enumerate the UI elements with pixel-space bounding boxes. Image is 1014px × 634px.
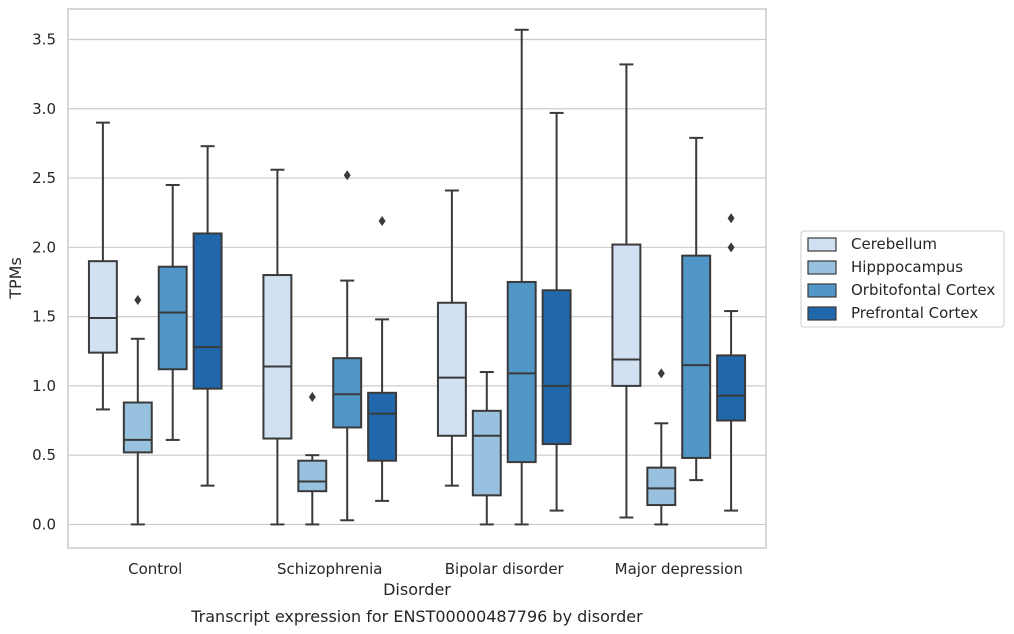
- legend-label: Hipppocampus: [851, 258, 963, 276]
- box-0-3: [192, 145, 223, 487]
- box-2-3: [541, 111, 572, 512]
- box-3-0: [611, 63, 642, 519]
- box-body: [541, 289, 572, 446]
- boxes: [87, 28, 747, 526]
- box-body: [506, 280, 537, 464]
- plot-frame: [67, 8, 767, 549]
- box-1-1: [297, 391, 328, 526]
- box-3-1: [646, 368, 677, 526]
- x-axis-title: Disorder: [383, 580, 451, 599]
- box-body: [681, 254, 712, 459]
- flier-point: [727, 213, 735, 224]
- box-0-1: [122, 294, 153, 526]
- box-body: [297, 459, 328, 493]
- box-0-0: [87, 121, 118, 411]
- flier-point: [308, 391, 316, 402]
- legend: Cerebellum Hipppocampus Orbitofontal Corte…: [800, 230, 1005, 328]
- box-2-2: [506, 28, 537, 526]
- x-tick-label: Schizophrenia: [277, 560, 382, 578]
- box-2-1: [471, 371, 502, 526]
- box-body: [122, 401, 153, 454]
- x-tick-label: Major depression: [615, 560, 743, 578]
- x-tick-label: Control: [128, 560, 182, 578]
- flier-point: [727, 242, 735, 253]
- legend-swatch: [807, 260, 837, 275]
- chart-caption: Transcript expression for ENST0000048779…: [190, 607, 643, 626]
- y-tick-label: 3.0: [32, 100, 56, 118]
- x-tick-labels: Control Schizophrenia Bipolar disorder Majo…: [128, 560, 743, 578]
- box-body: [716, 354, 747, 422]
- x-tick-label: Bipolar disorder: [445, 560, 565, 578]
- flier-point: [378, 215, 386, 226]
- box-body: [262, 274, 293, 440]
- legend-label: Orbitofontal Cortex: [851, 281, 995, 299]
- box-1-2: [332, 170, 363, 522]
- legend-label: Cerebellum: [851, 235, 937, 253]
- y-tick-label: 1.0: [32, 377, 56, 395]
- legend-label: Prefrontal Cortex: [851, 304, 978, 322]
- box-3-3: [716, 213, 747, 512]
- y-axis-title: TPMs: [6, 257, 25, 300]
- y-tick-label: 0.5: [32, 446, 56, 464]
- y-tick-label: 2.0: [32, 238, 56, 256]
- y-tick-label: 0.0: [32, 515, 56, 533]
- box-body: [192, 232, 223, 390]
- y-tick-labels: 0.0 0.5 1.0 1.5 2.0 2.5 3.0 3.5: [32, 30, 56, 533]
- y-tick-label: 3.5: [32, 30, 56, 48]
- box-body: [157, 265, 188, 371]
- box-body: [611, 243, 642, 387]
- y-tick-label: 1.5: [32, 308, 56, 326]
- flier-point: [134, 294, 142, 305]
- box-1-3: [367, 215, 398, 502]
- legend-frame: [800, 230, 1005, 328]
- box-body: [646, 466, 677, 507]
- box-body: [436, 301, 467, 437]
- box-0-2: [157, 183, 188, 441]
- legend-swatch: [807, 306, 837, 321]
- box-body: [332, 357, 363, 429]
- flier-point: [657, 368, 665, 379]
- box-1-0: [262, 168, 293, 526]
- box-body: [367, 391, 398, 462]
- flier-point: [343, 170, 351, 181]
- box-2-0: [436, 189, 467, 487]
- legend-swatch: [807, 283, 837, 298]
- box-body: [87, 260, 118, 354]
- y-tick-label: 2.5: [32, 169, 56, 187]
- box-body: [471, 409, 502, 497]
- box-3-2: [681, 136, 712, 482]
- legend-swatch: [807, 237, 837, 252]
